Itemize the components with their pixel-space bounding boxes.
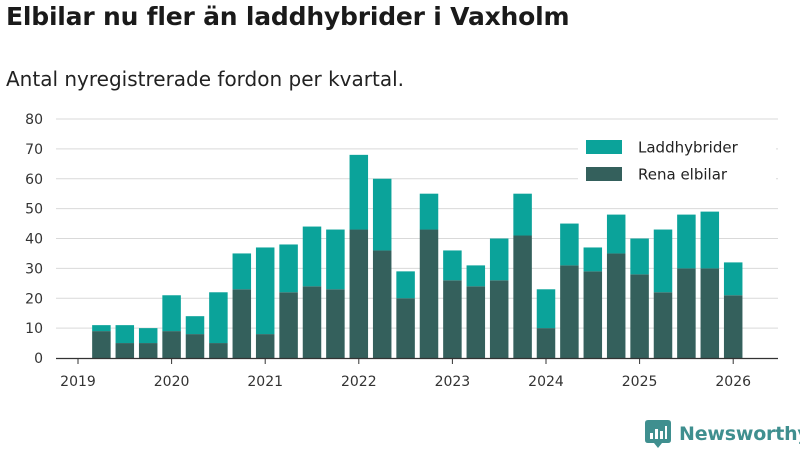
- x-tick-label-2022: 2022: [341, 374, 377, 390]
- bar-laddhybrider-2022-Q1: [349, 154, 369, 230]
- bar-laddhybrider-2020-Q1: [162, 295, 181, 332]
- x-tick-label-2026: 2026: [715, 374, 751, 390]
- x-tick-label-2024: 2024: [528, 374, 564, 390]
- x-tick-label-2021: 2021: [247, 374, 283, 390]
- legend-swatch-laddhybrider: [586, 140, 622, 154]
- bar-rena-elbilar-2022-Q4: [419, 229, 439, 358]
- bar-rena-elbilar-2023-Q4: [513, 235, 532, 358]
- legend-swatch-rena-elbilar: [586, 167, 622, 181]
- bar-rena-elbilar-2020-Q1: [162, 331, 181, 358]
- brand-name: Newsworthy: [679, 423, 800, 445]
- y-tick-label-20: 20: [25, 291, 43, 307]
- bar-laddhybrider-2019-Q4: [138, 328, 158, 344]
- bar-rena-elbilar-2023-Q1: [443, 280, 462, 358]
- bar-rena-elbilar-2021-Q3: [302, 286, 322, 358]
- x-tick-label-2020: 2020: [154, 374, 190, 390]
- x-tick-label-2023: 2023: [435, 374, 471, 390]
- bar-laddhybrider-2023-Q4: [513, 193, 532, 236]
- y-tick-label-0: 0: [34, 351, 43, 367]
- y-tick-label-40: 40: [25, 232, 43, 248]
- bar-laddhybrider-2021-Q3: [302, 226, 322, 287]
- bar-laddhybrider-2024-Q1: [536, 289, 556, 329]
- bar-laddhybrider-2023-Q2: [466, 265, 486, 287]
- bar-rena-elbilar-2022-Q2: [372, 250, 392, 358]
- bar-laddhybrider-2024-Q3: [583, 247, 603, 272]
- bar-laddhybrider-2020-Q3: [209, 292, 228, 344]
- bar-laddhybrider-2021-Q4: [326, 229, 345, 290]
- bar-laddhybrider-2025-Q2: [653, 229, 673, 293]
- bar-laddhybrider-2024-Q4: [606, 214, 626, 254]
- legend: Laddhybrider Rena elbilar: [578, 132, 776, 190]
- bar-rena-elbilar-2022-Q1: [349, 229, 369, 358]
- bar-rena-elbilar-2025-Q2: [653, 292, 673, 358]
- bar-laddhybrider-2025-Q1: [630, 238, 649, 275]
- chart-subtitle: Antal nyregistrerade fordon per kvartal.: [6, 67, 405, 91]
- bar-rena-elbilar-2023-Q2: [466, 286, 486, 358]
- y-tick-label-70: 70: [25, 142, 43, 158]
- bar-laddhybrider-2023-Q1: [443, 250, 462, 281]
- y-tick-label-60: 60: [25, 172, 43, 188]
- y-tick-label-80: 80: [25, 112, 43, 128]
- bar-laddhybrider-2021-Q1: [255, 247, 275, 335]
- bar-laddhybrider-2023-Q3: [489, 238, 509, 281]
- newsworthy-logo: Newsworthy: [645, 420, 800, 448]
- bar-rena-elbilar-2020-Q3: [209, 343, 228, 358]
- bars: [92, 154, 743, 358]
- x-axis: 2019 2020 2021 2022 2023 2024 2025 2026: [56, 357, 778, 390]
- bar-rena-elbilar-2021-Q1: [255, 334, 275, 358]
- y-tick-label-10: 10: [25, 321, 43, 337]
- bar-rena-elbilar-2019-Q3: [115, 343, 135, 358]
- y-tick-label-50: 50: [25, 202, 43, 218]
- bar-laddhybrider-2019-Q3: [115, 325, 135, 344]
- bar-laddhybrider-2022-Q4: [419, 193, 439, 230]
- legend-label-rena-elbilar: Rena elbilar: [638, 166, 728, 184]
- bar-laddhybrider-2022-Q3: [396, 271, 415, 299]
- bar-laddhybrider-2022-Q2: [372, 178, 392, 251]
- bar-rena-elbilar-2026-Q1: [723, 295, 743, 358]
- bar-rena-elbilar-2020-Q2: [185, 334, 205, 358]
- bar-laddhybrider-2025-Q3: [677, 214, 696, 269]
- bar-rena-elbilar-2019-Q4: [138, 343, 158, 358]
- bar-laddhybrider-2021-Q2: [279, 244, 298, 293]
- bar-laddhybrider-2019-Q2: [92, 325, 111, 332]
- bar-rena-elbilar-2024-Q3: [583, 271, 603, 358]
- bar-rena-elbilar-2025-Q4: [700, 268, 720, 358]
- bar-laddhybrider-2025-Q4: [700, 211, 720, 269]
- bar-rena-elbilar-2022-Q3: [396, 298, 415, 358]
- bar-rena-elbilar-2024-Q2: [560, 265, 579, 358]
- newsworthy-icon: [645, 420, 671, 448]
- bar-laddhybrider-2020-Q2: [185, 316, 205, 335]
- x-tick-label-2025: 2025: [622, 374, 658, 390]
- bar-laddhybrider-2026-Q1: [723, 262, 743, 296]
- x-tick-label-2019: 2019: [60, 374, 96, 390]
- bar-rena-elbilar-2021-Q2: [279, 292, 298, 358]
- bar-rena-elbilar-2021-Q4: [326, 289, 345, 358]
- chart-title: Elbilar nu fler än laddhybrider i Vaxhol…: [6, 2, 570, 31]
- bar-laddhybrider-2020-Q4: [232, 253, 252, 290]
- bar-rena-elbilar-2023-Q3: [489, 280, 509, 358]
- bar-rena-elbilar-2024-Q4: [606, 253, 626, 358]
- bar-rena-elbilar-2020-Q4: [232, 289, 252, 358]
- bar-rena-elbilar-2025-Q1: [630, 274, 649, 358]
- y-tick-label-30: 30: [25, 261, 43, 277]
- bar-rena-elbilar-2024-Q1: [536, 328, 556, 358]
- legend-label-laddhybrider: Laddhybrider: [638, 139, 739, 157]
- y-axis-ticks: 0 10 20 30 40 50 60 70 80: [25, 112, 43, 367]
- bar-rena-elbilar-2019-Q2: [92, 331, 111, 358]
- bar-rena-elbilar-2025-Q3: [677, 268, 696, 358]
- bar-laddhybrider-2024-Q2: [560, 223, 579, 266]
